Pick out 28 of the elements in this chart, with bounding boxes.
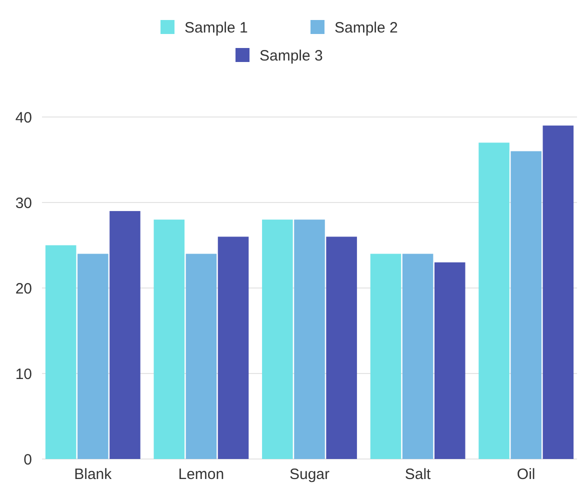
- bar: [542, 126, 574, 459]
- y-tick-label: 40: [15, 109, 32, 126]
- bar: [262, 220, 293, 459]
- bar: [434, 262, 466, 459]
- x-tick-label: Lemon: [178, 466, 224, 483]
- legend-label: Sample 2: [334, 19, 398, 36]
- bar: [78, 254, 108, 459]
- bar: [186, 254, 217, 459]
- y-tick-label: 30: [15, 194, 32, 212]
- bar: [45, 245, 76, 459]
- bar: [478, 142, 510, 459]
- y-tick-label: 0: [24, 451, 32, 468]
- x-tick-label: Sugar: [289, 466, 330, 483]
- legend-label: Sample 1: [184, 19, 248, 36]
- x-tick-label: Salt: [404, 466, 432, 483]
- legend-label: Sample 3: [260, 47, 323, 64]
- bar: [154, 220, 185, 459]
- y-tick-label: 20: [15, 280, 32, 298]
- bar: [402, 254, 434, 459]
- x-tick-label: Blank: [74, 466, 112, 483]
- bar: [326, 236, 357, 459]
- bar: [510, 151, 542, 459]
- bar: [370, 254, 402, 459]
- bar: [294, 220, 325, 459]
- bar: [110, 211, 140, 459]
- bar: [218, 236, 249, 459]
- x-tick-label: Oil: [516, 466, 536, 483]
- y-tick-label: 10: [15, 366, 32, 383]
